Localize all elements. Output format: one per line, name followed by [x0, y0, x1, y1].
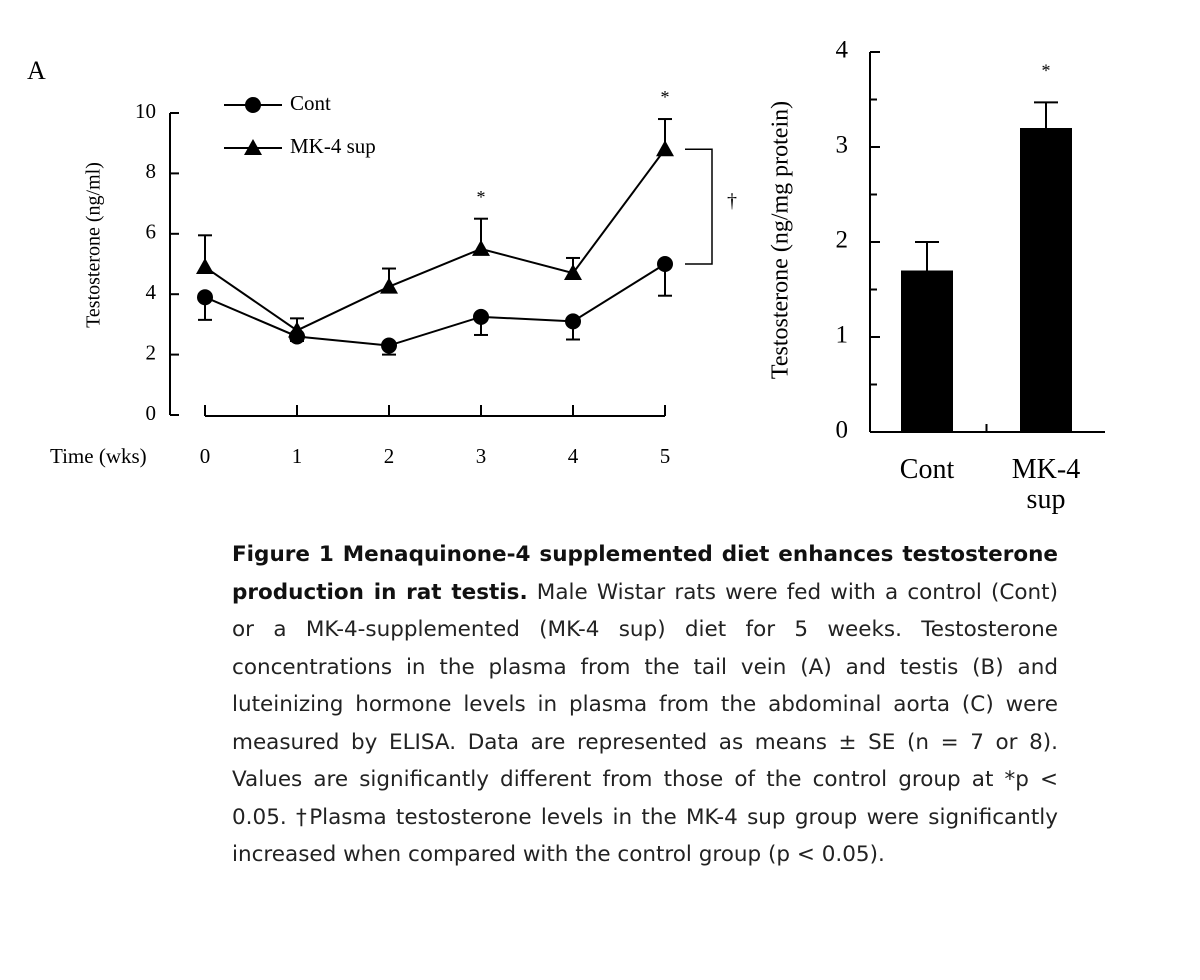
marker: [380, 277, 398, 294]
x-tick-label: 4: [568, 444, 579, 468]
x-tick-label: Cont: [899, 454, 955, 485]
caption-text: Male Wistar rats were fed with a control…: [232, 579, 1058, 868]
marker: [288, 321, 306, 338]
bracket: [685, 148, 713, 265]
y-tick-label: 0: [836, 417, 849, 444]
legend-label: MK-4 sup: [290, 134, 376, 158]
y-tick-label: 4: [836, 37, 849, 64]
marker: [381, 337, 397, 354]
y-axis-label: Testosterone (ng/mg protein): [768, 101, 794, 379]
y-axis-label: Testosterone (ng/ml): [83, 162, 105, 328]
y-tick-label: 3: [836, 132, 849, 159]
y-tick-label: 1: [836, 322, 849, 349]
legend-label: Cont: [290, 91, 331, 115]
series-line: [204, 263, 666, 347]
annotation: *: [477, 187, 486, 207]
bar: [901, 270, 953, 432]
x-tick-label: 5: [660, 444, 671, 468]
y-tick-label: 8: [146, 159, 157, 183]
panel-label: A: [27, 56, 46, 85]
x-axis-label: Time (wks): [50, 444, 147, 468]
marker: [244, 139, 262, 155]
y-tick-label: 10: [135, 99, 156, 123]
series-line: [204, 148, 666, 332]
marker: [656, 140, 674, 157]
bar: [1020, 128, 1072, 432]
x-tick-label: 3: [476, 444, 487, 468]
marker: [564, 264, 582, 281]
y-tick-label: 0: [146, 401, 157, 425]
x-tick-label: MK-4 sup: [1011, 454, 1081, 515]
marker: [657, 256, 673, 272]
y-tick-label: 2: [836, 227, 849, 254]
marker: [196, 258, 214, 275]
marker: [473, 308, 489, 325]
marker: [245, 97, 261, 113]
x-tick-label: 2: [384, 444, 395, 468]
marker: [565, 313, 581, 330]
x-tick-label: 0: [200, 444, 211, 468]
caption-title: Figure 1 Menaquinone-4 supplemented diet…: [232, 542, 1058, 605]
y-tick-label: 4: [146, 280, 157, 304]
annotation: *: [661, 87, 670, 107]
y-tick-label: 2: [146, 340, 157, 364]
annotation: †: [727, 190, 737, 212]
marker: [472, 239, 490, 256]
x-tick-label: 1: [292, 444, 303, 468]
annotation: *: [1042, 60, 1051, 80]
caption: Figure 1 Menaquinone-4 supplemented diet…: [232, 536, 1058, 874]
marker: [197, 289, 213, 306]
y-tick-label: 6: [146, 220, 157, 244]
